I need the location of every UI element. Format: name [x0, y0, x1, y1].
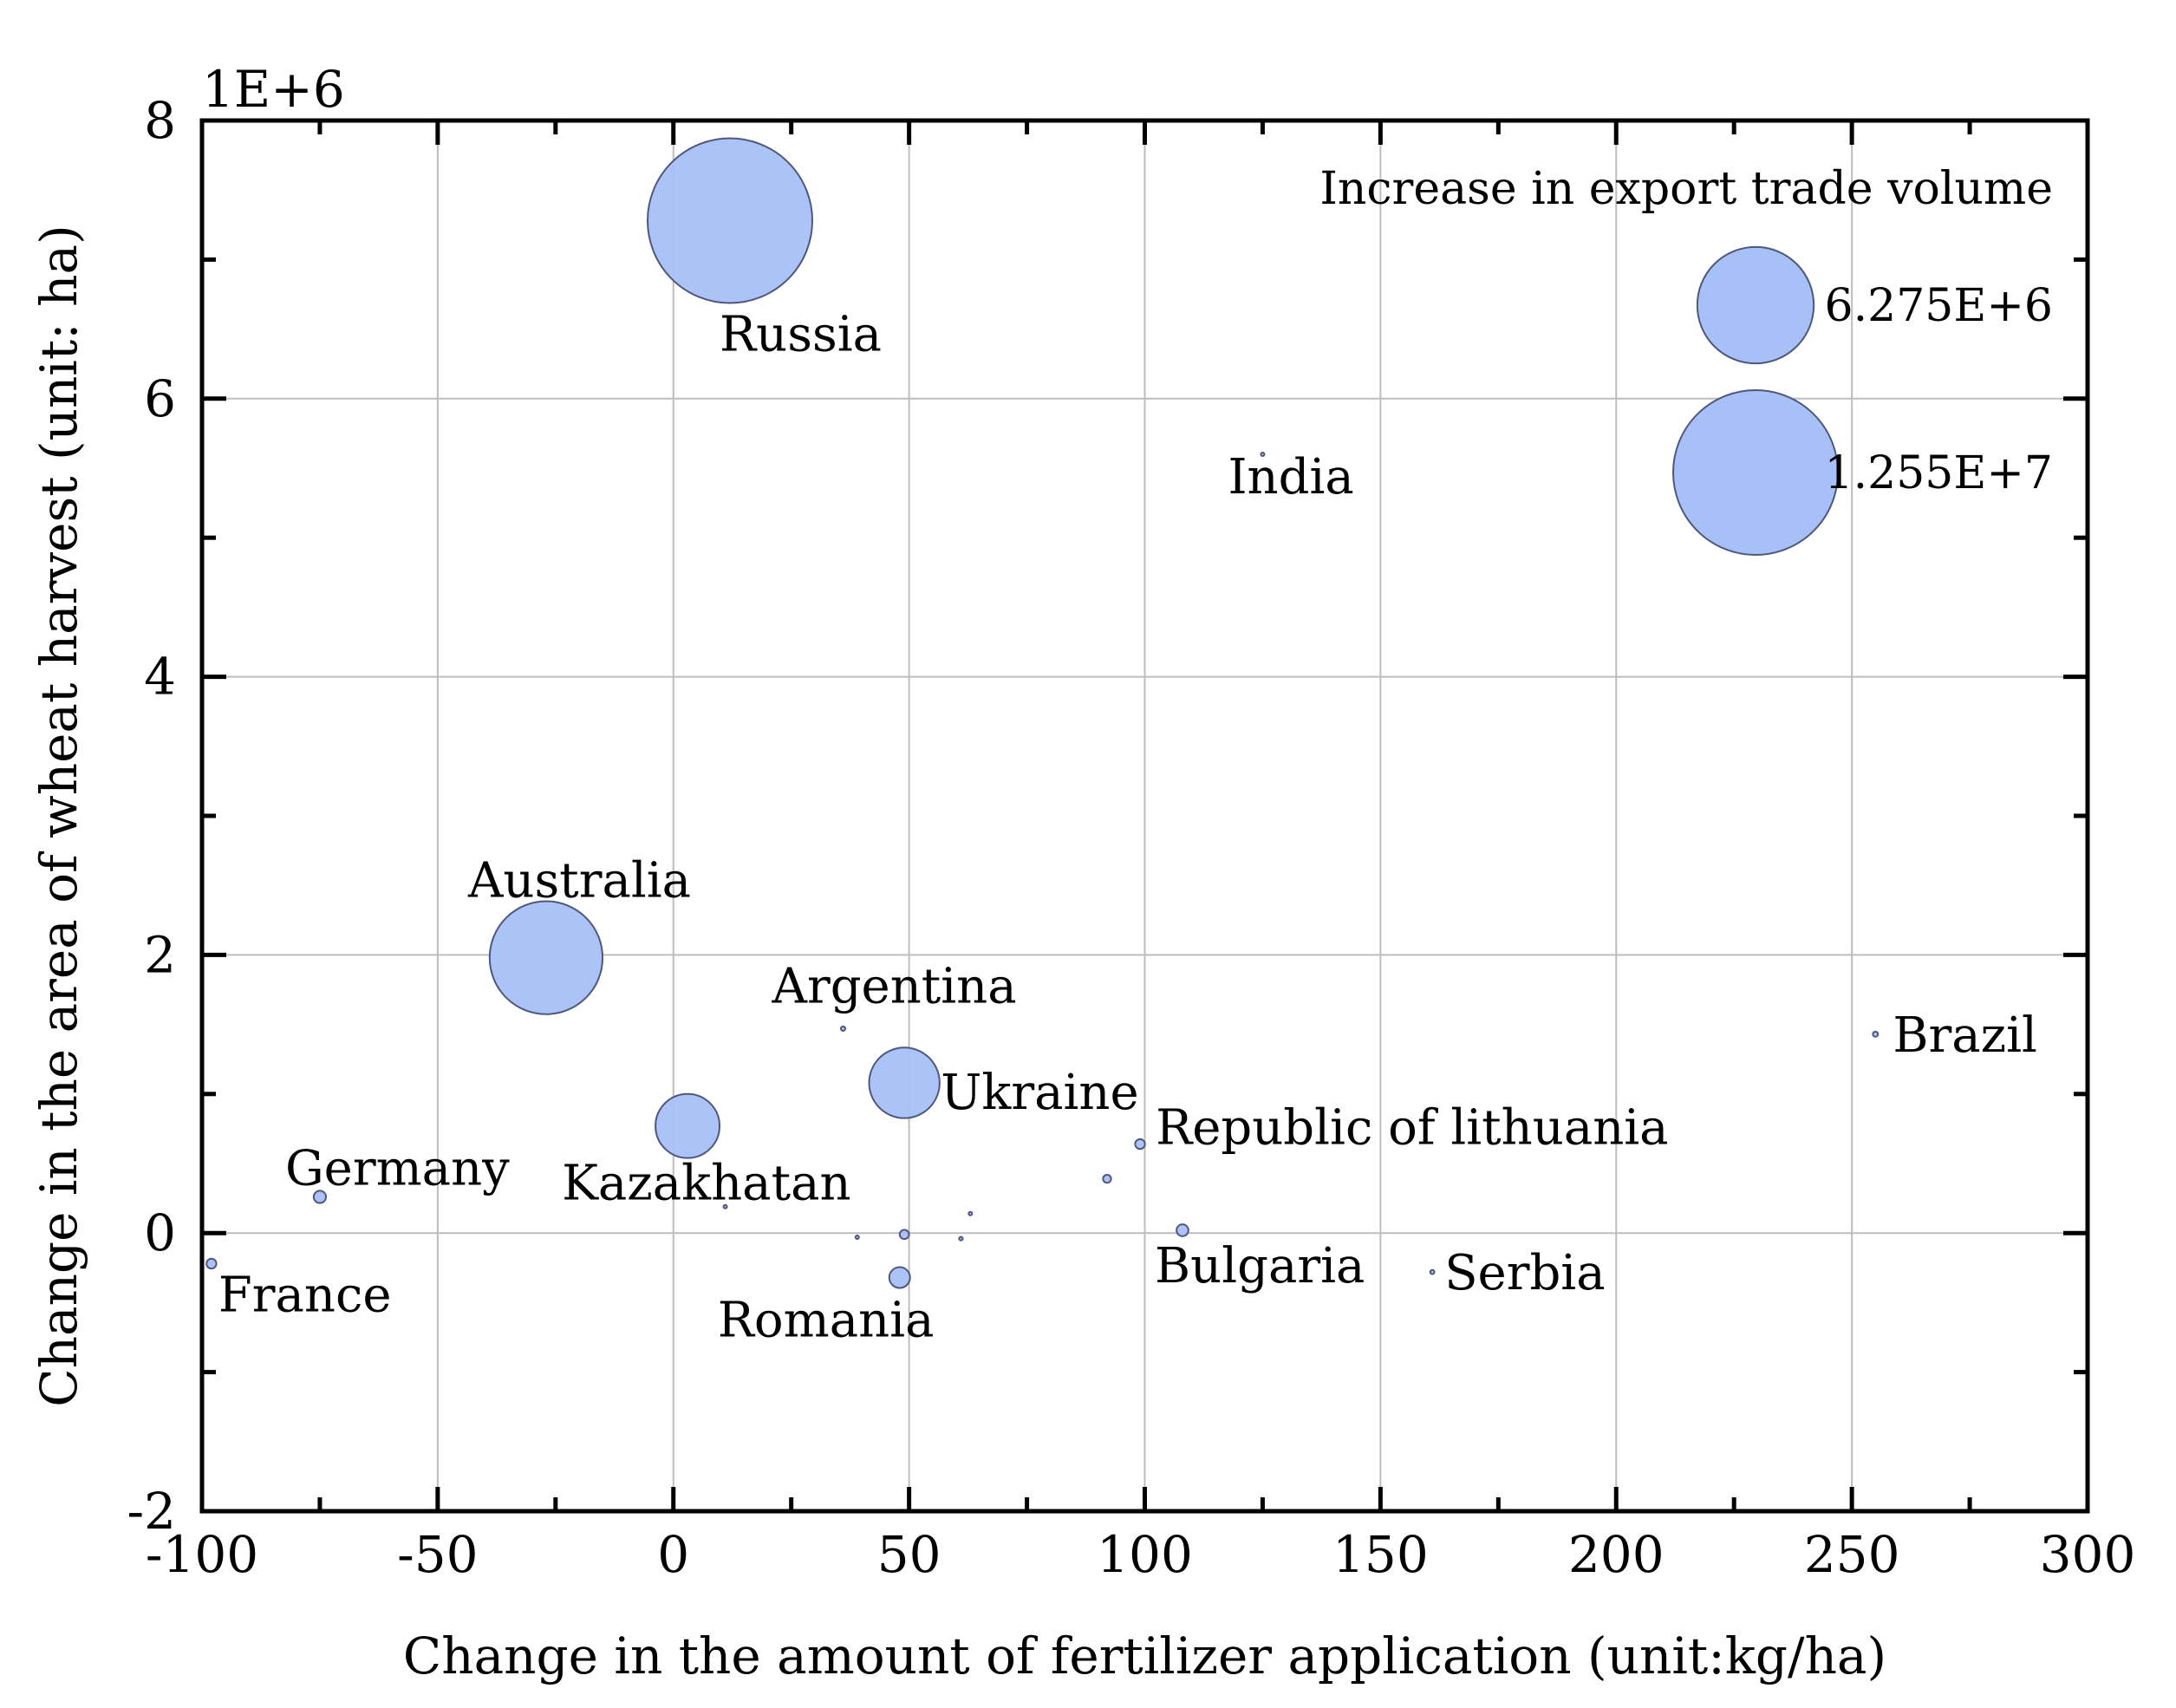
- label-australia: Australia: [467, 853, 691, 909]
- y-tick-label-0: -2: [127, 1482, 177, 1541]
- bubble-unlabeled-1: [898, 1229, 910, 1241]
- label-romania: Romania: [718, 1293, 935, 1349]
- label-brazil: Brazil: [1893, 1007, 2037, 1064]
- y-tick-label-3: 4: [144, 648, 176, 707]
- label-republic-of-lithuania: Republic of lithuania: [1156, 1100, 1669, 1157]
- label-india: India: [1228, 449, 1353, 505]
- bubble-kazakhatan: [655, 1092, 721, 1159]
- country-labels: Russia Australia Ukraine Kazakhatan Argentin…: [218, 306, 2037, 1348]
- x-tick-label-1: -50: [397, 1525, 478, 1584]
- label-germany: Germany: [285, 1140, 510, 1196]
- x-tick-label-6: 200: [1568, 1525, 1665, 1584]
- y-axis-multiplier: 1E+6: [202, 60, 345, 119]
- x-tick-label-8: 300: [2040, 1525, 2136, 1584]
- bubble-ukraine: [868, 1046, 941, 1119]
- x-tick-label-5: 150: [1332, 1525, 1429, 1584]
- bubble-unlabeled-2: [1102, 1173, 1112, 1184]
- bubble-unlabeled-6: [722, 1203, 728, 1209]
- x-axis-title: Change in the amount of fertilizer appli…: [403, 1627, 1886, 1685]
- y-tick-label-2: 2: [144, 925, 176, 984]
- legend-bubble-large: [1672, 389, 1839, 556]
- data-bubbles: [205, 137, 1880, 1289]
- bubble-unlabeled-3: [958, 1235, 964, 1242]
- x-tick-label-4: 100: [1097, 1525, 1193, 1584]
- bubble-germany: [312, 1190, 328, 1204]
- bubble-republic-of-lithuania: [1134, 1138, 1146, 1151]
- legend-label-large: 1.255E+7: [1825, 447, 2053, 499]
- bubble-serbia: [1429, 1268, 1436, 1275]
- legend-title: Increase in export trade volume: [1319, 163, 2053, 215]
- bubble-brazil: [1872, 1030, 1880, 1038]
- bubble-unlabeled-4: [854, 1235, 860, 1241]
- bubble-france: [205, 1257, 218, 1270]
- label-ukraine: Ukraine: [941, 1065, 1138, 1121]
- bubble-australia: [488, 900, 604, 1015]
- y-tick-label-4: 6: [144, 369, 176, 428]
- legend: Increase in export trade volume 6.275E+6…: [1319, 163, 2053, 556]
- bubble-unlabeled-5: [967, 1210, 974, 1216]
- label-argentina: Argentina: [772, 958, 1017, 1014]
- legend-label-small: 6.275E+6: [1825, 280, 2053, 332]
- axis-tick-labels: -100 -50 0 50 100 150 200 250 300 -2 0 2 4 6 8: [127, 91, 2136, 1584]
- bubble-bulgaria: [1176, 1223, 1189, 1237]
- y-tick-label-1: 0: [144, 1203, 176, 1262]
- grid-lines: [202, 121, 2088, 1511]
- bubble-india: [1260, 451, 1266, 457]
- y-axis-title: Change in the area of wheat harvest (uni…: [29, 225, 88, 1406]
- y-tick-label-5: 8: [144, 91, 176, 150]
- x-tick-label-0: -100: [146, 1525, 258, 1584]
- label-serbia: Serbia: [1444, 1245, 1605, 1301]
- label-kazakhatan: Kazakhatan: [562, 1156, 850, 1212]
- axis-ticks: [199, 118, 2090, 1514]
- bubble-argentina: [839, 1025, 847, 1032]
- label-bulgaria: Bulgaria: [1155, 1238, 1365, 1294]
- x-tick-label-2: 0: [657, 1525, 689, 1584]
- bubble-romania: [888, 1266, 911, 1289]
- x-tick-label-7: 250: [1804, 1525, 1900, 1584]
- label-russia: Russia: [720, 306, 882, 362]
- label-france: France: [218, 1267, 392, 1323]
- legend-bubble-small: [1696, 245, 1815, 365]
- x-tick-label-3: 50: [877, 1525, 941, 1584]
- bubble-russia: [647, 137, 813, 304]
